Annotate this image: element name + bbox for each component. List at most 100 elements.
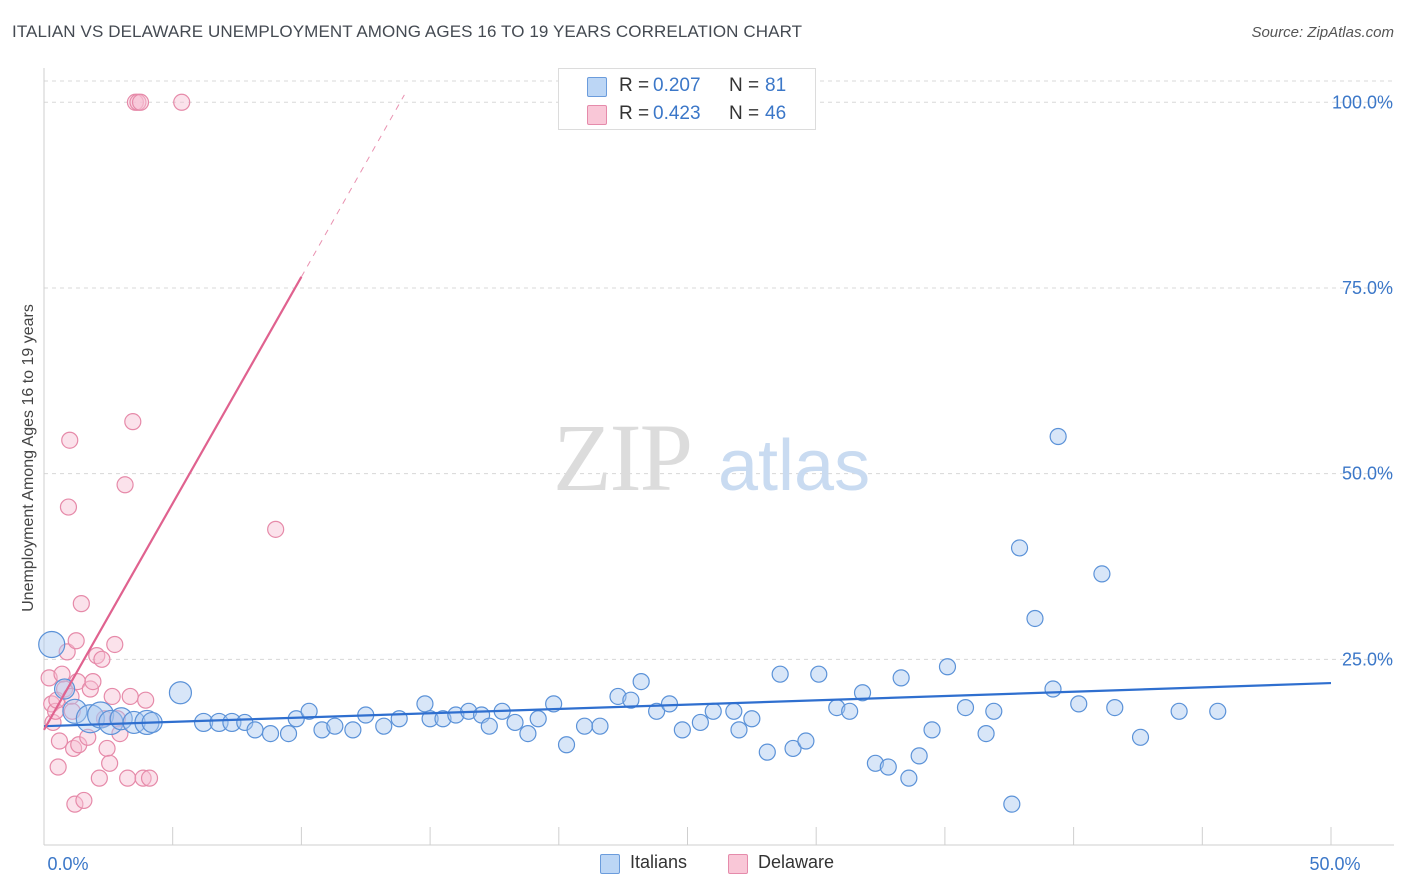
italians-point xyxy=(648,702,666,720)
delaware-point xyxy=(267,520,285,538)
watermark-zip: ZIP xyxy=(553,404,691,511)
delaware-point xyxy=(66,795,84,813)
y-tick-label: 50.0% xyxy=(1342,464,1393,484)
axes xyxy=(43,68,1394,846)
watermark: ZIP atlas xyxy=(553,404,870,511)
italians-point xyxy=(923,721,941,739)
italians-point xyxy=(1003,795,1021,813)
italians-point xyxy=(261,724,280,743)
n-value: 46 xyxy=(765,103,787,124)
italians-point xyxy=(1049,427,1067,446)
italians-swatch xyxy=(600,854,620,874)
delaware-point xyxy=(53,665,71,683)
italians-point xyxy=(246,721,264,739)
italians-point xyxy=(591,717,609,735)
legend-label-delaware: Delaware xyxy=(758,852,835,872)
italians-point xyxy=(910,747,928,765)
delaware-point xyxy=(49,758,67,776)
italians-point xyxy=(1131,728,1150,746)
delaware-trend-line xyxy=(300,94,405,278)
italians-point xyxy=(784,739,802,758)
italians-point xyxy=(375,717,393,735)
delaware-point xyxy=(173,93,191,111)
legend-label-italians: Italians xyxy=(630,852,688,872)
r-label: R = xyxy=(619,75,650,96)
italians-point xyxy=(300,702,318,720)
italians-point xyxy=(771,665,789,683)
italians-point xyxy=(609,687,627,706)
italians-point xyxy=(529,710,547,728)
delaware-point xyxy=(93,650,111,668)
italians-point xyxy=(758,743,776,761)
delaware-point xyxy=(124,413,142,431)
italians-point xyxy=(62,698,88,724)
italians-point xyxy=(660,695,679,713)
italians-point xyxy=(344,721,362,739)
italians-point xyxy=(1026,609,1044,628)
legend-row-italians: R = 0.207 N = 81 xyxy=(559,73,815,101)
italians-point xyxy=(1209,702,1227,720)
delaware-point xyxy=(103,687,121,706)
italians-point xyxy=(1093,565,1111,583)
italians-point xyxy=(575,717,594,735)
r-value: 0.207 xyxy=(653,75,701,96)
italians-point xyxy=(447,706,465,724)
delaware-point xyxy=(67,632,85,650)
italians-point xyxy=(853,684,872,702)
italians-point xyxy=(168,681,193,705)
y-tick-label: 25.0% xyxy=(1342,649,1393,669)
italians-point xyxy=(222,712,242,733)
delaware-trend-line xyxy=(43,276,303,731)
delaware-point xyxy=(106,635,124,654)
italians-point xyxy=(506,713,524,732)
delaware-point xyxy=(61,431,79,449)
delaware-point xyxy=(140,769,159,787)
italians-point xyxy=(743,710,761,728)
italians-point xyxy=(622,691,640,709)
trend-lines xyxy=(43,94,1332,731)
italians-point xyxy=(519,724,537,743)
n-label: N = xyxy=(729,75,760,96)
italians-point xyxy=(892,669,910,687)
legend-row-delaware: R = 0.423 N = 46 xyxy=(559,101,815,129)
source-label: Source: ZipAtlas.com xyxy=(1251,24,1394,41)
italians-point xyxy=(313,721,331,739)
italians-point xyxy=(557,736,576,754)
series-legend: Italians Delaware xyxy=(0,852,1406,876)
delaware-point xyxy=(79,728,97,746)
italians-point xyxy=(985,702,1003,720)
italians-point xyxy=(421,710,439,728)
delaware-point xyxy=(98,739,116,758)
italians-point xyxy=(704,702,722,720)
delaware-point xyxy=(75,791,93,810)
y-tick-label: 75.0% xyxy=(1342,278,1393,298)
delaware-point xyxy=(59,498,78,516)
italians-point xyxy=(977,724,995,743)
watermark-atlas: atlas xyxy=(718,426,870,506)
delaware-point xyxy=(116,476,134,494)
italians-point xyxy=(956,698,975,717)
delaware-point xyxy=(72,595,90,613)
delaware-point xyxy=(84,673,102,691)
italians-point xyxy=(1106,698,1124,717)
delaware-swatch xyxy=(587,105,607,125)
delaware-point xyxy=(58,643,76,661)
delaware-swatch xyxy=(728,854,748,874)
r-label: R = xyxy=(619,103,650,124)
italians-point xyxy=(725,702,743,720)
y-tick-label: 100.0% xyxy=(1332,92,1393,112)
italians-point xyxy=(866,754,885,772)
delaware-point xyxy=(40,669,58,687)
correlation-legend: R = 0.207 N = 81 R = 0.423 N = 46 xyxy=(558,68,816,130)
delaware-point xyxy=(134,769,152,787)
delaware-point xyxy=(50,732,69,750)
italians-point xyxy=(38,630,66,659)
italians-point xyxy=(1044,680,1062,698)
x-tick-label: 0.0% xyxy=(47,854,88,874)
italians-point xyxy=(1010,539,1029,557)
italians-point xyxy=(193,712,214,733)
italians-point xyxy=(326,717,344,735)
italians-point xyxy=(810,665,828,683)
n-label: N = xyxy=(729,103,760,124)
grid-lines xyxy=(44,80,1394,660)
